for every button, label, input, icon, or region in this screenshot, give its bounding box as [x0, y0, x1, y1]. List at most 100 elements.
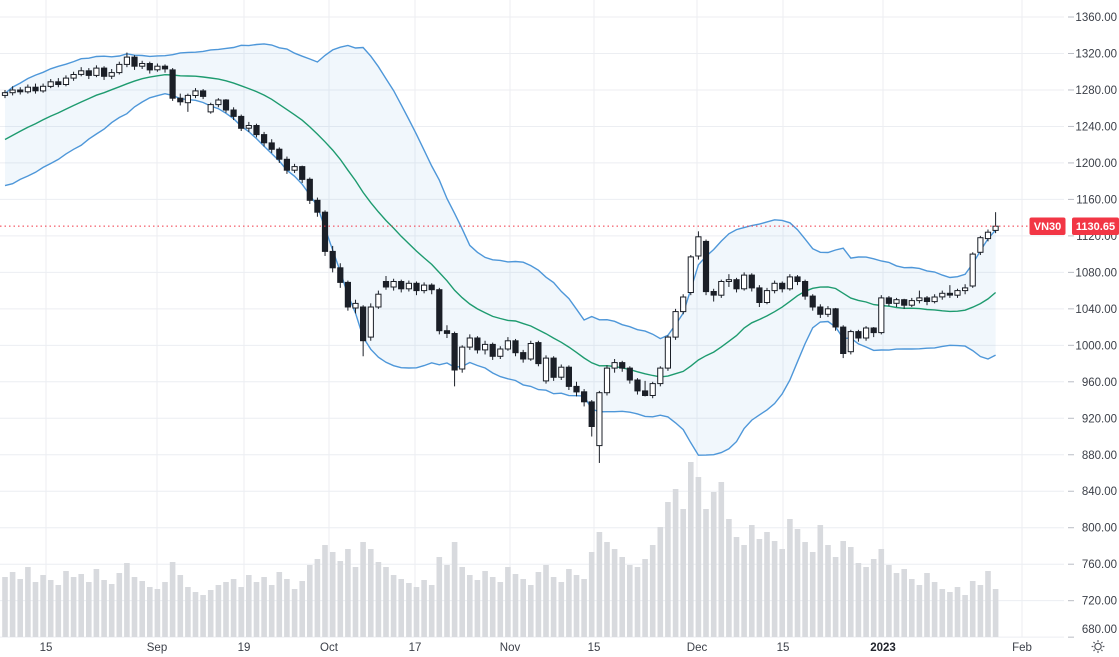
candle-up	[108, 72, 115, 77]
candle-up	[763, 290, 771, 304]
candle-down	[55, 81, 62, 86]
volume-bar	[756, 539, 763, 637]
time-axis-label: 19	[238, 642, 251, 654]
volume-bar	[985, 571, 991, 637]
bollinger-fill	[5, 43, 996, 456]
candle-up	[123, 56, 131, 65]
volume-bar	[878, 549, 885, 637]
volume-bar	[817, 525, 824, 637]
candles	[1, 52, 999, 463]
volume-bar	[893, 573, 900, 637]
volume-bar	[947, 592, 953, 637]
candle-down	[901, 299, 908, 306]
volume-bar	[802, 542, 808, 637]
volume-bar	[520, 579, 526, 637]
volume-bar	[825, 545, 831, 637]
bollinger-upper-line	[4, 43, 997, 340]
candle-down	[436, 289, 443, 332]
volume-bar	[855, 563, 862, 637]
candle-up	[771, 282, 778, 292]
candle-down	[619, 362, 626, 369]
price-axis-label: 1320.00	[1075, 49, 1117, 61]
last-price-value-box	[1072, 217, 1119, 235]
grid-vertical	[45, 0, 1023, 637]
time-axis-label: 15	[40, 642, 53, 654]
last-price-symbol-text: VN30	[1034, 221, 1062, 233]
time-axis[interactable]: 15 Sep 19 Oct 17 Nov 15 Dec 15 2023 Feb	[40, 642, 1032, 654]
volume-bar	[337, 561, 344, 637]
volume-bar	[223, 582, 229, 637]
candle-down	[428, 284, 435, 291]
candle-down	[17, 89, 24, 93]
candle-down	[840, 326, 847, 355]
candle-down	[923, 297, 931, 302]
volume-bar	[901, 569, 907, 637]
candle-down	[946, 292, 953, 296]
candle-up	[459, 346, 466, 370]
axis-settings-icon[interactable]	[1091, 640, 1105, 653]
volume-bar	[809, 552, 816, 637]
volume-bar	[352, 567, 359, 637]
candle-down	[177, 97, 184, 103]
candle-down	[855, 331, 862, 339]
candle-up	[954, 290, 961, 296]
candle-up	[375, 293, 382, 308]
volume-bar	[474, 580, 481, 637]
volume-bar	[116, 573, 123, 637]
volume-bar	[832, 557, 839, 637]
candle-up	[154, 65, 161, 71]
candle-down	[748, 274, 755, 289]
volume-bar	[467, 575, 473, 637]
volume-bar	[749, 525, 755, 637]
volume-bar	[939, 589, 946, 637]
volume-bar	[162, 582, 168, 637]
volume-bar	[573, 575, 580, 637]
candle-up	[62, 77, 70, 85]
price-axis-label: 1200.00	[1075, 158, 1117, 170]
volume-bar	[733, 537, 740, 637]
volume-bar	[154, 589, 161, 637]
volume-bar	[436, 557, 443, 637]
candle-down	[489, 343, 496, 357]
volume-bar	[124, 563, 130, 637]
volume-bar	[528, 585, 534, 637]
volume-bar	[230, 579, 237, 637]
candle-up	[466, 337, 473, 348]
volume-bar	[969, 581, 976, 637]
volume-bar	[345, 549, 351, 637]
candle-down	[261, 134, 268, 144]
volume-bar	[543, 565, 549, 637]
volume-bar	[329, 552, 336, 637]
candle-up	[596, 392, 603, 447]
candle-up	[1, 92, 9, 96]
volume-bar	[177, 575, 184, 637]
volume-bar	[588, 552, 595, 637]
volume-bar	[253, 582, 260, 637]
last-price-label: VN30 1130.65	[1029, 217, 1119, 235]
candle-up	[497, 348, 504, 357]
candle-down	[733, 279, 740, 290]
price-axis-label: 760.00	[1082, 559, 1117, 571]
time-axis-label: 15	[777, 642, 790, 654]
candle-down	[573, 385, 580, 393]
volume-bar	[550, 577, 557, 637]
candle-down	[710, 291, 717, 296]
price-axis-label: 800.00	[1082, 523, 1117, 535]
candle-up	[542, 357, 550, 382]
candle-down	[101, 67, 108, 77]
price-axis[interactable]: 1360.00 1320.00 1280.00 1240.00 1200.00 1160.…	[1068, 12, 1117, 638]
candle-down	[238, 115, 245, 129]
volume-bar	[764, 532, 770, 637]
candle-up	[352, 302, 359, 309]
candle-up	[611, 362, 618, 369]
volume-bar	[200, 595, 206, 637]
candle-up	[824, 308, 832, 315]
price-axis-label: 1280.00	[1075, 85, 1117, 97]
candle-down	[299, 166, 306, 180]
candle-up	[291, 166, 298, 171]
candle-down	[550, 357, 557, 378]
candle-up	[139, 63, 146, 67]
candle-up	[725, 279, 732, 283]
volume-bar	[634, 567, 641, 637]
